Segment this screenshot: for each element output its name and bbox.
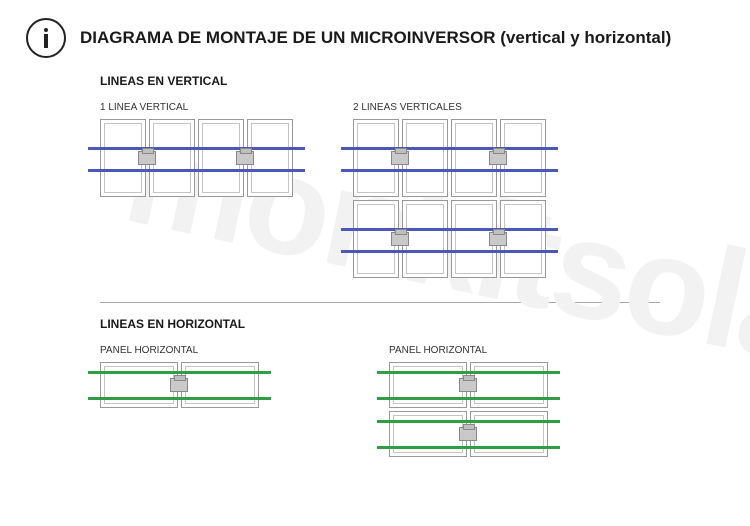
solar-panel [470, 411, 548, 457]
microinverter-icon [459, 378, 477, 392]
panel-row [100, 362, 259, 408]
mounting-rail [341, 250, 558, 253]
panel-row [353, 200, 546, 278]
solar-panel [470, 362, 548, 408]
section-heading-vertical: LINEAS EN VERTICAL [100, 74, 750, 88]
header: DIAGRAMA DE MONTAJE DE UN MICROINVERSOR … [0, 0, 750, 64]
label-2-lineas: 2 LINEAS VERTICALES [353, 102, 546, 113]
mounting-rail [377, 446, 560, 449]
block-2-lineas-verticales: 2 LINEAS VERTICALES [353, 102, 546, 278]
vertical-row: 1 LINEA VERTICAL 2 LINEAS VERTICALES [100, 102, 750, 278]
info-icon [26, 18, 66, 58]
mounting-rail [88, 397, 271, 400]
microinverter-icon [236, 151, 254, 165]
label-1-linea: 1 LINEA VERTICAL [100, 102, 293, 113]
microinverter-icon [459, 427, 477, 441]
mounting-rail [377, 397, 560, 400]
block-panel-horizontal-right: PANEL HORIZONTAL [389, 345, 548, 457]
mounting-rail [377, 371, 560, 374]
panel-stack [353, 119, 546, 278]
mounting-rail [88, 147, 305, 150]
microinverter-icon [170, 378, 188, 392]
horizontal-row: PANEL HORIZONTAL PANEL HORIZONTAL [100, 345, 750, 457]
mounting-rail [377, 420, 560, 423]
panel-stack [389, 362, 548, 457]
block-panel-horizontal-left: PANEL HORIZONTAL [100, 345, 259, 408]
mounting-rail [341, 147, 558, 150]
label-panel-h-left: PANEL HORIZONTAL [100, 345, 259, 356]
mounting-rail [88, 169, 305, 172]
mounting-rail [88, 371, 271, 374]
panel-row [389, 411, 548, 457]
section-divider [100, 302, 660, 303]
mounting-rail [341, 169, 558, 172]
content: LINEAS EN VERTICAL 1 LINEA VERTICAL 2 LI… [0, 74, 750, 457]
microinverter-icon [138, 151, 156, 165]
panel-row [389, 362, 548, 408]
page-title: DIAGRAMA DE MONTAJE DE UN MICROINVERSOR … [80, 28, 671, 48]
panel-row [100, 119, 293, 197]
solar-panel [181, 362, 259, 408]
solar-panel [389, 362, 467, 408]
microinverter-icon [489, 151, 507, 165]
mounting-rail [341, 228, 558, 231]
microinverter-icon [489, 232, 507, 246]
solar-panel [100, 362, 178, 408]
microinverter-icon [391, 151, 409, 165]
solar-panel [389, 411, 467, 457]
label-panel-h-right: PANEL HORIZONTAL [389, 345, 548, 356]
block-1-linea-vertical: 1 LINEA VERTICAL [100, 102, 293, 197]
microinverter-icon [391, 232, 409, 246]
panel-row [353, 119, 546, 197]
section-heading-horizontal: LINEAS EN HORIZONTAL [100, 317, 750, 331]
